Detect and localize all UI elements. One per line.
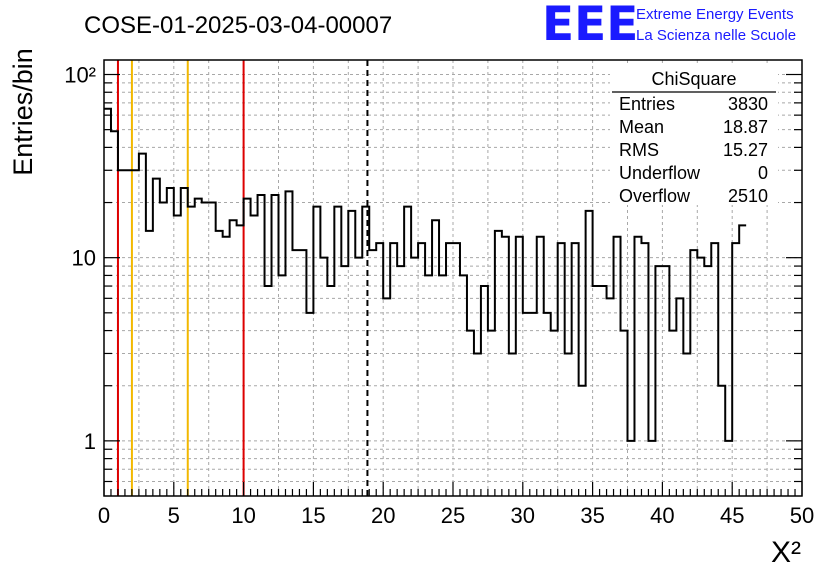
x-tick-label: 45 <box>720 503 744 528</box>
y-tick-label: 10 <box>72 246 96 271</box>
x-axis-label: X² <box>771 536 801 569</box>
stats-value-rms: 15.27 <box>723 140 768 160</box>
x-tick-label: 40 <box>650 503 674 528</box>
x-tick-label: 0 <box>98 503 110 528</box>
stats-label-entries: Entries <box>619 94 675 114</box>
y-tick-label: 1 <box>84 429 96 454</box>
stats-value-overflow: 2510 <box>728 186 768 206</box>
stats-value-entries: 3830 <box>728 94 768 114</box>
stats-value-mean: 18.87 <box>723 117 768 137</box>
y-tick-labels: 1 10 10² <box>64 63 96 454</box>
x-tick-label: 50 <box>790 503 814 528</box>
x-tick-label: 25 <box>441 503 465 528</box>
axis-ticks <box>103 73 803 496</box>
stats-box: ChiSquare Entries 3830 Mean 18.87 RMS 15… <box>610 65 778 206</box>
stats-value-underflow: 0 <box>758 163 768 183</box>
chart-title: COSE-01-2025-03-04-00007 <box>84 12 392 39</box>
logo-mark: EEE <box>542 0 638 52</box>
stats-label-mean: Mean <box>619 117 664 137</box>
stats-label-rms: RMS <box>619 140 659 160</box>
x-tick-label: 10 <box>231 503 255 528</box>
x-tick-label: 20 <box>371 503 395 528</box>
stats-title: ChiSquare <box>651 69 736 89</box>
x-tick-labels: 0 5 10 15 20 25 30 35 40 45 50 <box>98 503 814 528</box>
stats-box-background <box>610 65 778 205</box>
x-tick-label: 15 <box>301 503 325 528</box>
stats-label-underflow: Underflow <box>619 163 701 183</box>
eee-logo: EEE Extreme Energy Events La Scienza nel… <box>542 0 796 52</box>
y-tick-label: 10² <box>64 63 96 88</box>
reference-lines <box>116 60 369 496</box>
x-tick-label: 30 <box>511 503 535 528</box>
logo-line1: Extreme Energy Events <box>636 6 794 23</box>
x-tick-label: 35 <box>580 503 604 528</box>
x-tick-label: 5 <box>168 503 180 528</box>
logo-line2: La Scienza nelle Scuole <box>636 27 796 44</box>
histogram-series <box>104 107 747 442</box>
stats-label-overflow: Overflow <box>619 186 691 206</box>
y-axis-label: Entries/bin <box>8 48 38 176</box>
